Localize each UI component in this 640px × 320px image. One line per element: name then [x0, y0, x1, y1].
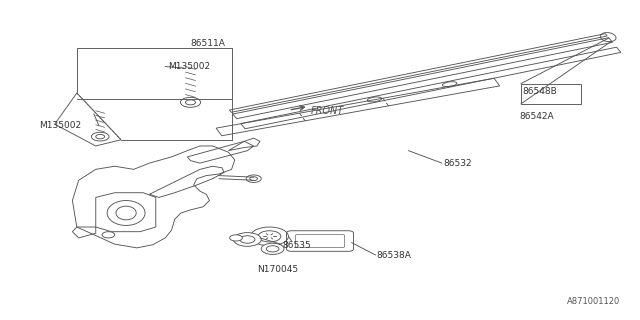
Text: 86535: 86535: [282, 241, 311, 250]
Ellipse shape: [180, 97, 200, 107]
Text: 86548B: 86548B: [522, 87, 557, 96]
Text: 86542A: 86542A: [519, 112, 554, 121]
Text: 86511A: 86511A: [191, 39, 225, 48]
Ellipse shape: [261, 243, 284, 254]
Text: 86532: 86532: [443, 159, 472, 168]
Text: M135002: M135002: [39, 121, 81, 130]
Ellipse shape: [92, 132, 109, 141]
Text: A871001120: A871001120: [567, 298, 620, 307]
Ellipse shape: [250, 227, 289, 246]
Ellipse shape: [102, 232, 115, 238]
Ellipse shape: [246, 175, 261, 182]
Text: 86538A: 86538A: [377, 251, 412, 260]
Ellipse shape: [234, 233, 261, 246]
Text: FRONT: FRONT: [310, 106, 344, 116]
Text: M135002: M135002: [168, 62, 211, 71]
Ellipse shape: [230, 235, 243, 241]
Text: N170045: N170045: [257, 265, 298, 274]
